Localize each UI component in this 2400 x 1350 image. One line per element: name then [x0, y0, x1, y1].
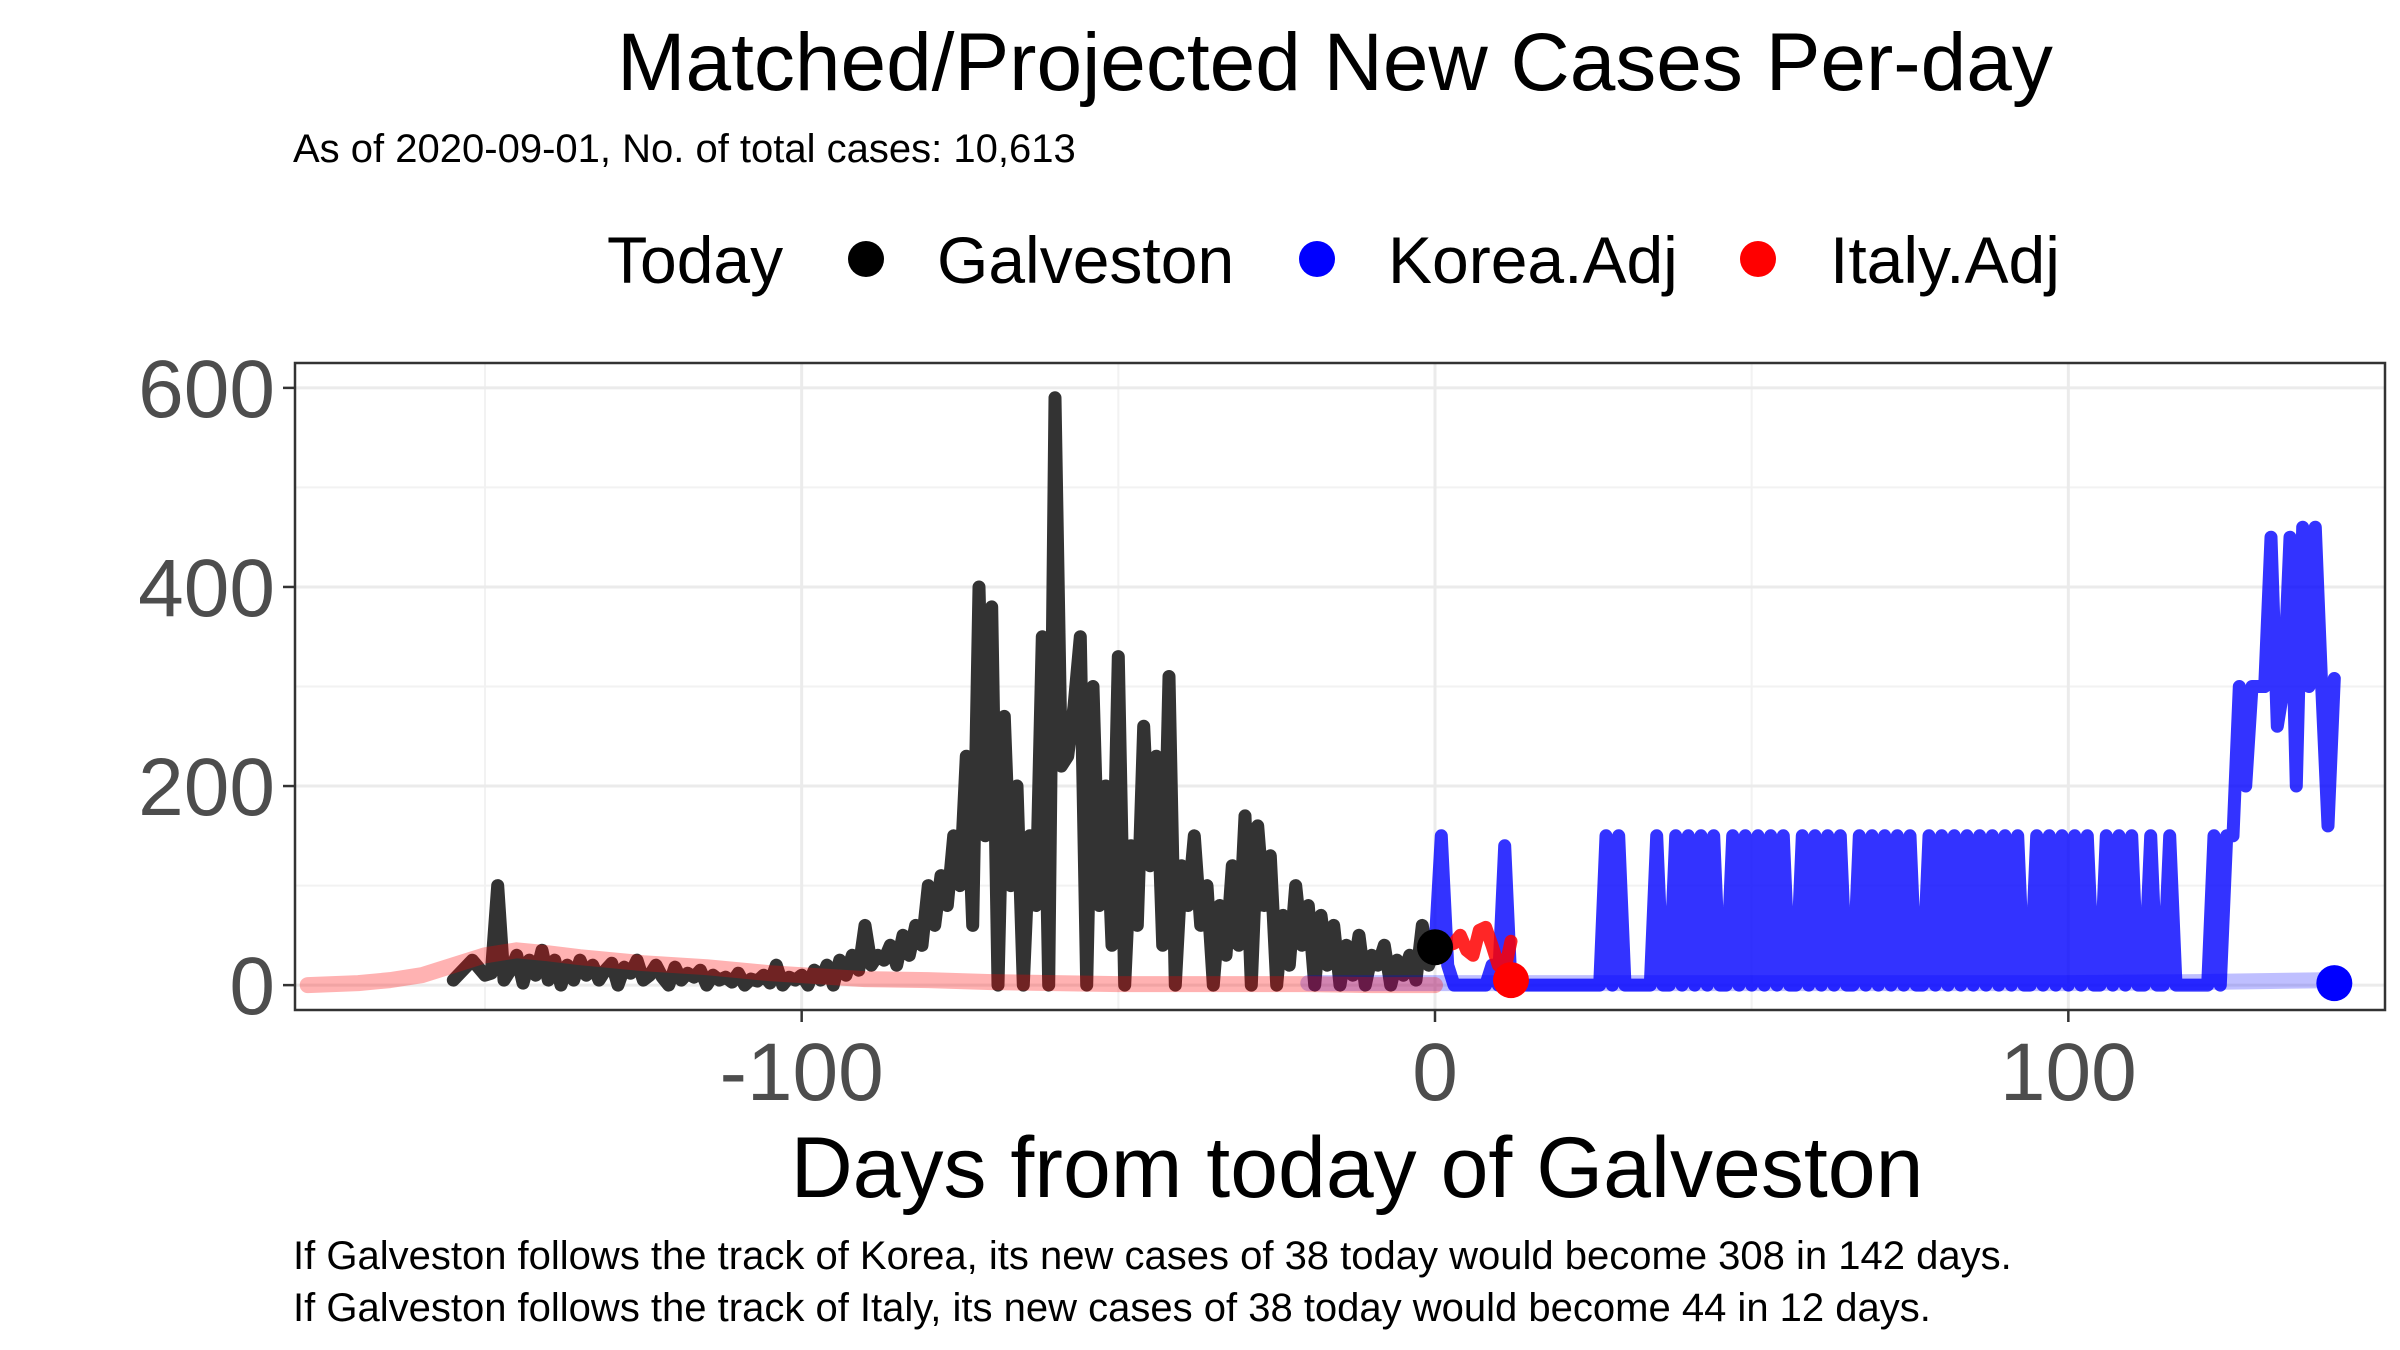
legend-title: Today [607, 223, 783, 297]
series-line-1 [1428, 520, 2341, 992]
caption-italy: If Galveston follows the track of Italy,… [293, 1286, 1931, 1330]
today-point-0 [1417, 929, 1453, 966]
x-axis-tick-labels: -100 0 100 [720, 1010, 2137, 1118]
y-tick-label: 200 [138, 742, 275, 833]
legend: Today Galveston Korea.Adj Italy.Adj [607, 223, 2060, 297]
legend-label-galveston: Galveston [937, 223, 1234, 297]
x-axis-title: Days from today of Galveston [791, 1120, 1924, 1216]
y-tick-label: 0 [229, 941, 275, 1032]
legend-swatch-italy [1740, 241, 1776, 277]
series-line-3 [1300, 972, 2343, 992]
y-tick-label: 600 [138, 344, 275, 435]
plot-panel [293, 361, 2387, 1012]
caption-korea: If Galveston follows the track of Korea,… [293, 1234, 2012, 1278]
panel-border [293, 361, 2387, 1012]
legend-swatch-korea [1299, 241, 1335, 277]
legend-label-korea: Korea.Adj [1388, 223, 1678, 297]
y-axis-tick-labels: 0 200 400 600 [138, 344, 295, 1032]
legend-label-italy: Italy.Adj [1830, 223, 2060, 297]
x-tick-label: 0 [1412, 1027, 1458, 1118]
series-line-4 [299, 942, 1443, 994]
x-tick-label: 100 [2000, 1027, 2137, 1118]
series-line-0 [446, 391, 1442, 992]
today-point-1 [2316, 965, 2353, 1002]
chart-title: Matched/Projected New Cases Per-day [617, 17, 2053, 108]
legend-swatch-galveston [848, 241, 884, 277]
chart-subtitle: As of 2020-09-01, No. of total cases: 10… [293, 127, 1076, 171]
y-tick-label: 400 [138, 543, 275, 634]
today-point-2 [1493, 962, 1529, 999]
x-tick-label: -100 [720, 1027, 884, 1118]
